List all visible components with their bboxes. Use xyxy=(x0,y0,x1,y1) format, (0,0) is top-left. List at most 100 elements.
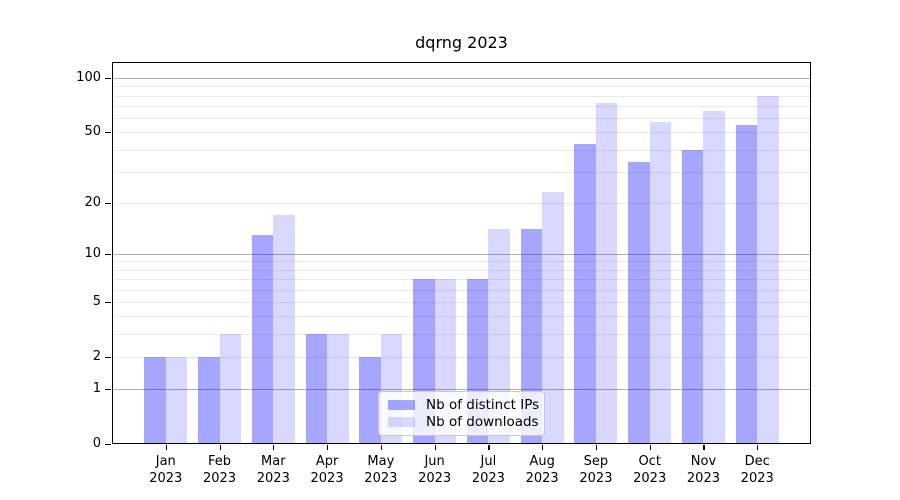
minor-gridline-9 xyxy=(112,261,811,263)
minor-gridline-8 xyxy=(112,269,811,271)
legend-swatch-distinct-ips-icon xyxy=(388,399,415,410)
x-tick-label-year: 2023 xyxy=(740,471,774,486)
bar-nb-of-downloads-apr-2023 xyxy=(327,334,349,444)
minor-gridline-40 xyxy=(112,149,811,151)
y-tick-label-50: 50 xyxy=(84,124,101,140)
y-tick-label-5: 5 xyxy=(92,293,101,309)
x-tick-label-month: May xyxy=(367,454,395,469)
y-tick-label-0: 0 xyxy=(92,436,101,451)
x-tick-feb-2023 xyxy=(219,445,221,450)
bar-nb-of-distinct-ips-mar-2023 xyxy=(251,234,274,444)
bar-nb-of-distinct-ips-apr-2023 xyxy=(305,334,328,444)
y-tick-label-10: 10 xyxy=(84,245,101,261)
x-tick-mar-2023 xyxy=(273,445,275,450)
x-tick-label-month: Mar xyxy=(261,454,286,469)
x-tick-label-year: 2023 xyxy=(525,471,559,486)
x-tick-label-month: Apr xyxy=(315,454,339,469)
bar-nb-of-downloads-feb-2023 xyxy=(219,334,242,444)
y-tick-5 xyxy=(105,301,111,304)
legend: Nb of distinct IPs Nb of downloads xyxy=(378,391,545,436)
x-tick-label-year: 2023 xyxy=(202,471,237,486)
x-tick-label-month: Jun xyxy=(424,454,445,469)
chart-title: dqrng 2023 xyxy=(415,33,508,52)
x-tick-label-month: Dec xyxy=(744,454,770,469)
bar-nb-of-downloads-dec-2023 xyxy=(757,95,779,444)
legend-label-distinct-ips: Nb of distinct IPs xyxy=(426,396,540,413)
y-tick-label-2: 2 xyxy=(92,348,101,364)
bar-nb-of-downloads-sep-2023 xyxy=(595,102,618,444)
x-tick-label-month: Jul xyxy=(480,454,497,469)
y-tick-label-100: 100 xyxy=(76,70,101,85)
x-tick-oct-2023 xyxy=(649,445,651,450)
x-tick-label-may-2023: May 2023 xyxy=(349,453,413,487)
minor-gridline-3 xyxy=(112,334,811,336)
x-tick-label-year: 2023 xyxy=(633,471,667,486)
y-tick-20 xyxy=(105,202,111,204)
x-tick-label-year: 2023 xyxy=(686,471,720,486)
x-tick-label-sep-2023: Sep 2023 xyxy=(564,453,628,487)
y-tick-label-20: 20 xyxy=(84,194,101,210)
major-gridline-10 xyxy=(112,253,811,255)
minor-gridline-80 xyxy=(112,95,811,97)
x-tick-label-feb-2023: Feb 2023 xyxy=(188,453,252,487)
legend-row-downloads: Nb of downloads xyxy=(388,414,544,430)
x-tick-jul-2023 xyxy=(488,445,490,450)
x-tick-label-jun-2023: Jun 2023 xyxy=(403,453,467,487)
x-tick-label-aug-2023: Aug 2023 xyxy=(510,453,574,487)
minor-gridline-90 xyxy=(112,86,811,88)
legend-label-downloads: Nb of downloads xyxy=(426,414,539,431)
bar-nb-of-distinct-ips-may-2023 xyxy=(359,356,381,444)
x-tick-label-month: Aug xyxy=(529,454,555,469)
x-tick-label-month: Nov xyxy=(690,454,717,469)
x-tick-label-year: 2023 xyxy=(149,471,183,486)
bar-nb-of-downloads-jul-2023 xyxy=(488,229,510,444)
x-tick-may-2023 xyxy=(380,445,383,450)
x-tick-label-mar-2023: Mar 2023 xyxy=(241,453,305,487)
bar-nb-of-distinct-ips-nov-2023 xyxy=(681,149,704,444)
minor-gridline-5 xyxy=(112,301,811,303)
legend-swatch-downloads-icon xyxy=(388,417,415,428)
minor-gridline-20 xyxy=(112,202,811,204)
x-tick-dec-2023 xyxy=(757,445,759,450)
bar-nb-of-downloads-jan-2023 xyxy=(165,356,188,444)
x-tick-apr-2023 xyxy=(327,445,329,450)
bar-nb-of-downloads-oct-2023 xyxy=(649,122,672,444)
y-tick-10 xyxy=(105,253,111,256)
x-tick-label-jan-2023: Jan 2023 xyxy=(134,453,198,487)
x-tick-label-oct-2023: Oct 2023 xyxy=(618,453,682,487)
y-tick-2 xyxy=(105,356,111,359)
y-tick-100 xyxy=(105,78,111,80)
x-tick-label-jul-2023: Jul 2023 xyxy=(456,453,520,487)
x-tick-jan-2023 xyxy=(165,445,167,450)
x-tick-nov-2023 xyxy=(703,445,705,450)
x-tick-label-nov-2023: Nov 2023 xyxy=(671,453,735,487)
legend-row-distinct-ips: Nb of distinct IPs xyxy=(388,397,544,413)
major-gridline-1 xyxy=(112,389,811,391)
bar-nb-of-distinct-ips-sep-2023 xyxy=(574,143,596,444)
x-tick-sep-2023 xyxy=(595,445,598,450)
minor-gridline-70 xyxy=(112,105,811,107)
x-tick-label-year: 2023 xyxy=(579,471,613,486)
bar-nb-of-distinct-ips-oct-2023 xyxy=(628,162,650,444)
y-tick-label-1: 1 xyxy=(92,381,101,397)
bar-nb-of-distinct-ips-aug-2023 xyxy=(520,229,543,444)
x-tick-aug-2023 xyxy=(542,445,544,450)
minor-gridline-7 xyxy=(112,279,811,281)
minor-gridline-4 xyxy=(112,316,811,318)
minor-gridline-2 xyxy=(112,356,811,358)
x-tick-label-year: 2023 xyxy=(364,471,398,486)
bar-nb-of-downloads-nov-2023 xyxy=(703,110,725,444)
major-gridline-100 xyxy=(112,78,811,79)
x-tick-label-dec-2023: Dec 2023 xyxy=(725,453,789,487)
plot-area xyxy=(112,62,811,444)
x-tick-label-apr-2023: Apr 2023 xyxy=(295,453,359,487)
bar-nb-of-downloads-mar-2023 xyxy=(273,214,295,444)
x-tick-label-year: 2023 xyxy=(256,471,290,486)
x-tick-label-year: 2023 xyxy=(418,471,452,486)
minor-gridline-60 xyxy=(112,117,811,119)
bar-nb-of-distinct-ips-jan-2023 xyxy=(144,356,166,444)
x-tick-label-month: Oct xyxy=(638,454,661,469)
y-tick-0 xyxy=(105,444,111,446)
bar-nb-of-distinct-ips-dec-2023 xyxy=(735,124,758,444)
